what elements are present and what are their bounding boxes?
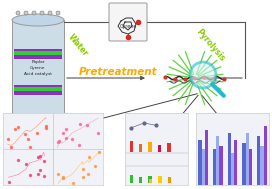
Bar bbox=[149, 176, 152, 183]
Point bbox=[63, 128, 68, 131]
Point bbox=[86, 155, 91, 158]
Point bbox=[26, 137, 30, 140]
Bar bbox=[14, 85, 62, 95]
Point bbox=[63, 136, 68, 139]
Point bbox=[60, 176, 65, 179]
Bar bbox=[242, 143, 246, 185]
Ellipse shape bbox=[40, 11, 44, 15]
Point bbox=[35, 131, 39, 134]
Point bbox=[61, 131, 65, 134]
Bar bbox=[260, 146, 264, 185]
Bar bbox=[202, 149, 205, 185]
Bar bbox=[257, 136, 260, 185]
Ellipse shape bbox=[16, 11, 20, 15]
Bar bbox=[205, 130, 208, 185]
Point bbox=[55, 141, 60, 144]
Point bbox=[38, 155, 42, 158]
Point bbox=[13, 128, 17, 131]
Bar bbox=[216, 136, 220, 185]
Point bbox=[9, 145, 13, 148]
Bar bbox=[228, 133, 231, 185]
Text: Pretreatment: Pretreatment bbox=[79, 67, 157, 77]
Ellipse shape bbox=[12, 114, 64, 126]
Point bbox=[28, 145, 32, 148]
Bar bbox=[220, 146, 223, 185]
Point bbox=[92, 165, 97, 168]
Ellipse shape bbox=[24, 11, 28, 15]
Point bbox=[42, 174, 47, 177]
Bar bbox=[249, 149, 252, 185]
Point bbox=[16, 125, 21, 128]
Bar bbox=[168, 177, 171, 183]
Bar bbox=[14, 49, 62, 59]
Bar bbox=[198, 139, 202, 185]
Circle shape bbox=[32, 122, 44, 134]
Point bbox=[6, 180, 11, 183]
Bar bbox=[231, 153, 234, 185]
Point bbox=[16, 159, 20, 162]
Bar bbox=[130, 175, 133, 183]
Bar bbox=[149, 179, 153, 183]
Ellipse shape bbox=[48, 11, 52, 15]
Bar bbox=[246, 133, 249, 185]
Text: Cyrene: Cyrene bbox=[119, 24, 137, 29]
Point bbox=[77, 143, 81, 146]
Ellipse shape bbox=[12, 14, 64, 26]
Bar bbox=[139, 144, 143, 152]
Circle shape bbox=[14, 122, 26, 134]
Point bbox=[81, 168, 85, 171]
Point bbox=[28, 174, 32, 177]
Circle shape bbox=[190, 62, 216, 88]
Text: Poplar
Cyrene
Acid catalyst: Poplar Cyrene Acid catalyst bbox=[24, 60, 52, 75]
Point bbox=[36, 173, 40, 176]
Point bbox=[5, 138, 10, 141]
FancyBboxPatch shape bbox=[109, 3, 147, 41]
Bar bbox=[264, 126, 267, 185]
Bar bbox=[12, 20, 64, 120]
Bar bbox=[139, 177, 143, 183]
Circle shape bbox=[41, 122, 53, 134]
Point bbox=[23, 133, 27, 136]
Text: Water: Water bbox=[66, 32, 90, 58]
Point bbox=[42, 160, 46, 163]
Point bbox=[57, 139, 61, 142]
Point bbox=[70, 181, 75, 184]
Bar bbox=[234, 139, 237, 185]
Circle shape bbox=[50, 122, 62, 134]
Bar bbox=[158, 145, 161, 152]
Bar bbox=[213, 149, 216, 185]
Point bbox=[96, 132, 100, 135]
Point bbox=[60, 176, 65, 179]
Bar bbox=[158, 176, 162, 183]
Point bbox=[97, 151, 101, 154]
Point bbox=[44, 124, 48, 127]
Point bbox=[85, 123, 89, 126]
Point bbox=[44, 127, 48, 130]
Bar bbox=[14, 51, 62, 55]
Point bbox=[70, 138, 74, 141]
Point bbox=[81, 175, 85, 178]
Point bbox=[85, 173, 90, 176]
Bar bbox=[167, 143, 171, 152]
Bar bbox=[130, 141, 133, 152]
Point bbox=[38, 169, 42, 172]
Point bbox=[56, 172, 60, 175]
Bar bbox=[149, 142, 152, 152]
Ellipse shape bbox=[56, 11, 60, 15]
Point bbox=[24, 162, 28, 165]
Ellipse shape bbox=[32, 11, 36, 15]
Point bbox=[78, 123, 83, 126]
Bar bbox=[14, 87, 62, 91]
Circle shape bbox=[23, 122, 35, 134]
Point bbox=[36, 156, 41, 159]
Text: Pyrolysis: Pyrolysis bbox=[194, 27, 226, 63]
